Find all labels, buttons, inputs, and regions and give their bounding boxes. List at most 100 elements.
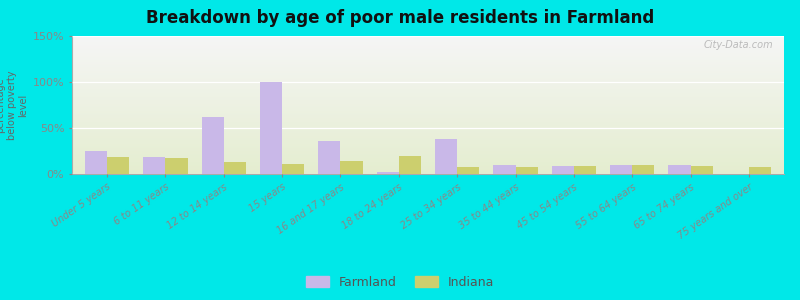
Bar [72, 104, 800, 105]
Bar [72, 41, 800, 42]
Bar [72, 49, 800, 50]
Bar [107, 158, 129, 174]
Bar [72, 88, 800, 89]
Bar [72, 141, 800, 142]
Bar [85, 151, 107, 174]
Bar [341, 161, 362, 174]
Bar [72, 161, 800, 162]
Bar [72, 81, 800, 82]
Bar [72, 135, 800, 136]
Bar [377, 172, 399, 174]
Bar [72, 100, 800, 101]
Bar [72, 40, 800, 41]
Bar [72, 172, 800, 173]
Bar [72, 57, 800, 58]
Bar [72, 124, 800, 125]
Bar [72, 47, 800, 48]
Bar [72, 108, 800, 109]
Bar [72, 143, 800, 144]
Bar [72, 70, 800, 71]
Bar [72, 68, 800, 69]
Text: Breakdown by age of poor male residents in Farmland: Breakdown by age of poor male residents … [146, 9, 654, 27]
Bar [72, 154, 800, 155]
Bar [72, 46, 800, 47]
Bar [669, 165, 690, 174]
Bar [72, 61, 800, 62]
Bar [72, 71, 800, 72]
Bar [72, 59, 800, 60]
Bar [72, 120, 800, 121]
Bar [72, 140, 800, 141]
Bar [72, 144, 800, 145]
Bar [72, 136, 800, 137]
Bar [72, 170, 800, 171]
Bar [72, 37, 800, 38]
Bar [72, 139, 800, 140]
Bar [72, 121, 800, 122]
Bar [72, 155, 800, 156]
Bar [72, 110, 800, 111]
Bar [72, 52, 800, 53]
Bar [72, 109, 800, 110]
Bar [72, 51, 800, 52]
Bar [72, 114, 800, 115]
Bar [72, 77, 800, 78]
Bar [72, 158, 800, 159]
Bar [72, 80, 800, 81]
Bar [72, 93, 800, 94]
Bar [72, 39, 800, 40]
Bar [72, 119, 800, 120]
Bar [72, 69, 800, 70]
Bar [72, 101, 800, 102]
Bar [72, 142, 800, 143]
Bar [72, 105, 800, 106]
Bar [690, 166, 713, 174]
Bar [72, 168, 800, 169]
Bar [224, 162, 246, 174]
Bar [282, 164, 304, 174]
Bar [72, 63, 800, 64]
Bar [72, 42, 800, 43]
Bar [72, 83, 800, 84]
Bar [435, 139, 457, 174]
Bar [632, 165, 654, 174]
Bar [72, 115, 800, 116]
Bar [72, 169, 800, 170]
Bar [72, 106, 800, 107]
Bar [72, 153, 800, 154]
Bar [494, 165, 515, 174]
Bar [72, 138, 800, 139]
Bar [72, 67, 800, 68]
Bar [72, 48, 800, 49]
Bar [72, 89, 800, 90]
Bar [72, 99, 800, 100]
Bar [72, 111, 800, 112]
Bar [72, 164, 800, 165]
Bar [72, 43, 800, 44]
Bar [72, 38, 800, 39]
Bar [72, 79, 800, 80]
Bar [72, 127, 800, 128]
Bar [72, 72, 800, 73]
Bar [72, 96, 800, 97]
Bar [72, 118, 800, 119]
Bar [72, 56, 800, 57]
Bar [72, 148, 800, 149]
Bar [72, 150, 800, 151]
Bar [72, 122, 800, 123]
Bar [72, 45, 800, 46]
Bar [72, 44, 800, 45]
Bar [72, 75, 800, 76]
Bar [72, 152, 800, 153]
Bar [72, 146, 800, 147]
Bar [72, 98, 800, 99]
Bar [143, 158, 166, 174]
Bar [72, 147, 800, 148]
Bar [72, 58, 800, 59]
Bar [72, 95, 800, 96]
Bar [72, 149, 800, 150]
Bar [72, 145, 800, 146]
Bar [72, 36, 800, 37]
Bar [72, 125, 800, 126]
Bar [72, 92, 800, 93]
